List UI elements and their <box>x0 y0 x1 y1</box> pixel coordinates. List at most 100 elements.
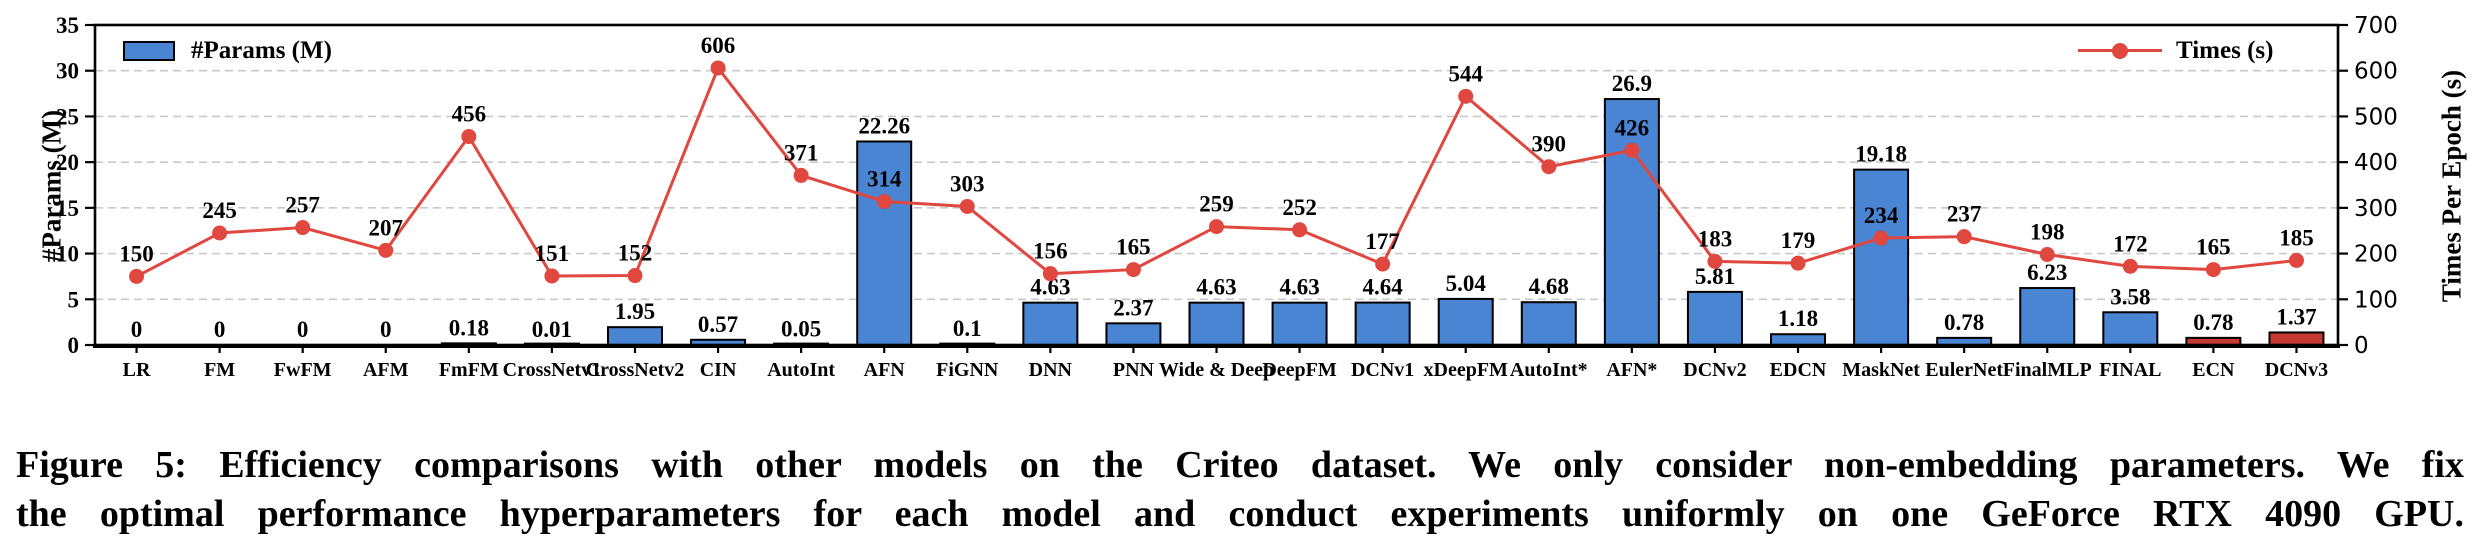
x-tick-label-AFM: AFM <box>363 359 409 381</box>
x-tick-label-DeepFM: DeepFM <box>1262 359 1337 381</box>
times-point-xDeepFM <box>1458 88 1474 104</box>
time-value-label: 390 <box>1532 132 1567 157</box>
param-value-label: 1.18 <box>1778 306 1818 331</box>
times-point-AFM <box>378 242 394 258</box>
left-tick-label: 10 <box>56 242 79 267</box>
legend-params-label: #Params (M) <box>191 37 332 64</box>
param-value-label: 2.37 <box>1113 295 1153 320</box>
time-value-label: 185 <box>2279 225 2314 250</box>
left-tick-label: 15 <box>56 196 79 221</box>
param-value-label: 4.64 <box>1363 275 1404 300</box>
time-value-label: 252 <box>1282 195 1317 220</box>
param-value-label: 0.01 <box>532 317 572 342</box>
x-tick-label-FM: FM <box>204 359 235 381</box>
time-value-label: 245 <box>202 198 237 223</box>
param-value-label: 19.18 <box>1855 142 1907 167</box>
param-value-label: 5.04 <box>1446 271 1487 296</box>
x-tick-label-PNN: PNN <box>1113 359 1155 381</box>
right-axis-title: Times Per Epoch (s) <box>2436 69 2467 303</box>
param-value-label: 3.58 <box>2110 284 2150 309</box>
param-value-label: 1.37 <box>2276 304 2316 329</box>
left-tick-label: 20 <box>56 150 79 175</box>
right-tick-label: 200 <box>2354 242 2398 268</box>
right-tick-label: 500 <box>2354 104 2398 130</box>
times-point-DCNv3 <box>2288 252 2304 268</box>
time-value-label: 177 <box>1365 229 1400 254</box>
x-tick-label-AutoInt: AutoInt <box>767 359 835 381</box>
x-tick-label-AFN: AFN <box>864 359 906 381</box>
left-tick-label: 0 <box>68 333 80 358</box>
right-tick-label: 700 <box>2354 13 2398 39</box>
time-value-label: 179 <box>1781 228 1816 253</box>
caption-line-1: Figure 5: Efficiency comparisons with ot… <box>16 444 2464 486</box>
time-value-label: 426 <box>1615 115 1650 140</box>
x-tick-label-Wide & Deep: Wide & Deep <box>1159 359 1274 381</box>
time-value-label: 150 <box>119 241 154 266</box>
bar-DCNv1 <box>1354 301 1411 347</box>
param-value-label: 6.23 <box>2027 260 2067 285</box>
param-value-label: 0.57 <box>698 312 738 337</box>
x-tick-label-CIN: CIN <box>700 359 737 381</box>
param-value-label: 0 <box>297 317 309 342</box>
x-tick-label-DNN: DNN <box>1029 359 1073 381</box>
param-value-label: 0.78 <box>1944 310 1984 335</box>
times-point-CrossNetv2 <box>627 268 643 284</box>
bar-PNN <box>1105 322 1162 346</box>
times-point-PNN <box>1125 262 1141 278</box>
left-tick-label: 30 <box>56 59 79 84</box>
time-value-label: 151 <box>535 241 570 266</box>
param-value-label: 0.1 <box>953 316 982 341</box>
times-point-MaskNet <box>1873 230 1889 246</box>
right-tick-label: 400 <box>2354 150 2398 176</box>
legend-params: #Params (M) <box>123 38 332 63</box>
left-tick-label: 25 <box>56 104 79 129</box>
x-tick-label-AutoInt*: AutoInt* <box>1510 359 1588 381</box>
times-point-AFN <box>876 193 892 209</box>
time-value-label: 183 <box>1698 226 1733 251</box>
right-tick-label: 0 <box>2354 333 2369 359</box>
x-tick-label-ECN: ECN <box>2192 359 2235 381</box>
times-point-FiGNN <box>959 198 975 214</box>
times-point-FM <box>212 225 228 241</box>
param-value-label: 4.63 <box>1196 275 1236 300</box>
time-value-label: 303 <box>950 171 985 196</box>
times-point-CIN <box>710 60 726 76</box>
times-point-FINAL <box>2122 258 2138 274</box>
time-value-label: 259 <box>1199 192 1234 217</box>
param-value-label: 1.95 <box>615 299 655 324</box>
x-tick-label-CrossNetv1: CrossNetv1 <box>503 359 602 381</box>
legend-times: Times (s) <box>2078 38 2273 63</box>
times-point-AutoInt* <box>1541 159 1557 175</box>
right-tick-label: 300 <box>2354 196 2398 222</box>
x-tick-label-xDeepFM: xDeepFM <box>1424 359 1509 381</box>
left-tick-label: 35 <box>56 13 79 38</box>
time-value-label: 198 <box>2030 219 2065 244</box>
param-value-label: 0 <box>380 317 392 342</box>
x-tick-label-FiGNN: FiGNN <box>936 359 999 381</box>
x-tick-label-FmFM: FmFM <box>439 359 499 381</box>
time-value-label: 314 <box>867 166 902 191</box>
times-point-DCNv1 <box>1375 256 1391 272</box>
time-value-label: 156 <box>1033 239 1068 264</box>
right-tick-label: 100 <box>2354 287 2398 313</box>
time-value-label: 606 <box>701 33 736 58</box>
times-point-DCNv2 <box>1707 253 1723 269</box>
figure-caption: Figure 5: Efficiency comparisons with ot… <box>16 441 2464 539</box>
time-value-label: 237 <box>1947 202 1982 227</box>
times-point-EulerNet <box>1956 229 1972 245</box>
legend-times-label: Times (s) <box>2176 37 2274 64</box>
bar-CrossNetv2 <box>606 326 663 346</box>
time-value-label: 257 <box>285 193 320 218</box>
bar-DCNv2 <box>1686 290 1743 347</box>
times-point-AFN* <box>1624 142 1640 158</box>
efficiency-chart: 0 5 10 15 20 25 30 35 0 100 200 300 400 500 600 700 LR FM… <box>37 13 2467 381</box>
time-value-label: 456 <box>452 102 487 127</box>
bar-FinalMLP <box>2019 287 2076 347</box>
bar-EDCN <box>1770 333 1827 346</box>
left-tick-label: 5 <box>68 287 80 312</box>
times-line-dot <box>2112 42 2128 59</box>
x-tick-label-FwFM: FwFM <box>274 359 332 381</box>
param-value-label: 0 <box>131 317 143 342</box>
